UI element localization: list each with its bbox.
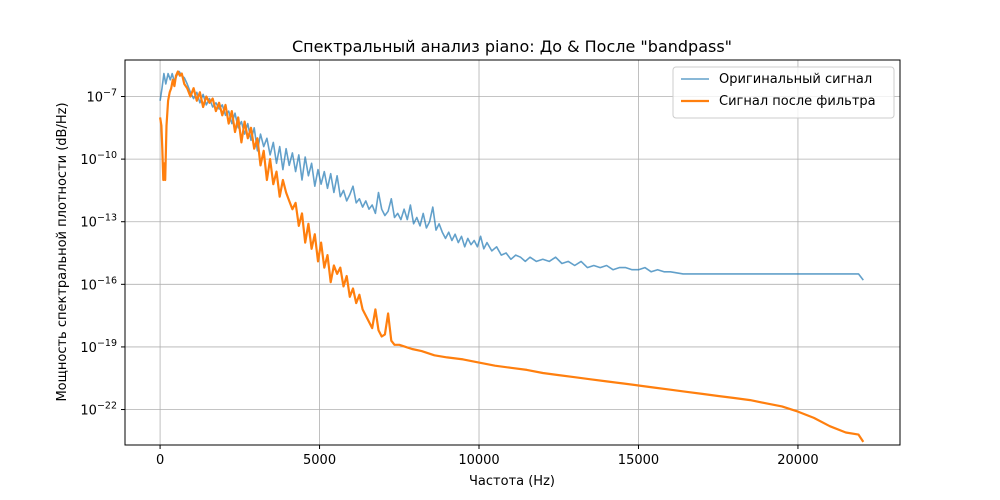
legend-label-0: Оригинальный сигнал	[719, 72, 872, 87]
chart-title: Спектральный анализ piano: До & После "b…	[292, 37, 732, 56]
series-group	[159, 70, 865, 443]
plot-frame	[124, 59, 901, 446]
y-tick-label-1: 10−10	[80, 150, 117, 168]
y-tick-label-4: 10−19	[80, 338, 117, 356]
x-axis-ticks: 0 5000 10000 15000 20000	[156, 445, 819, 468]
legend-box	[672, 66, 895, 119]
grid	[125, 60, 900, 445]
y-tick-label-5: 10−22	[80, 401, 117, 419]
x-tick-label-2: 10000	[458, 453, 499, 468]
legend-label-1: Сигнал после фильтра	[719, 94, 876, 109]
x-tick-label-4: 20000	[777, 453, 818, 468]
series-line-0	[159, 70, 864, 281]
x-tick-label-1: 5000	[303, 453, 336, 468]
y-tick-label-2: 10−13	[80, 213, 117, 231]
x-axis-label: Частота (Hz)	[469, 474, 555, 489]
x-tick-label-0: 0	[156, 453, 164, 468]
x-tick-label-3: 15000	[618, 453, 659, 468]
legend: Оригинальный сигнал Сигнал после фильтра	[672, 66, 895, 119]
y-tick-label-0: 10−7	[86, 88, 117, 106]
series-line-1	[159, 70, 865, 443]
y-axis-ticks: 10−7 10−10 10−13 10−16 10−19 10−22	[80, 88, 125, 419]
y-axis-label: Мощность спектральной плотности (dB/Hz)	[55, 102, 70, 401]
y-tick-label-3: 10−16	[80, 275, 117, 293]
